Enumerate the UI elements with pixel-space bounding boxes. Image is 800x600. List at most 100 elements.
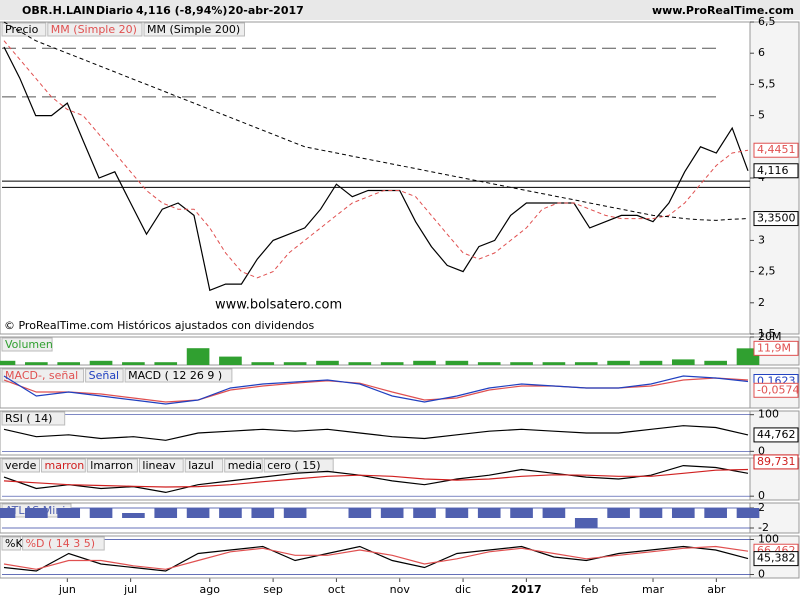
bar	[89, 508, 113, 518]
value-label: 4,4451	[757, 143, 796, 156]
value-label: 4,116	[757, 164, 789, 177]
value-marker	[753, 382, 799, 398]
bar	[445, 360, 469, 365]
legend-entry: %K	[5, 537, 23, 550]
bar	[0, 508, 16, 518]
period: Diario	[96, 4, 134, 17]
value-marker	[753, 163, 799, 179]
y-tick-label: 20M	[758, 330, 782, 343]
legend-box	[86, 458, 138, 473]
legend-box	[1, 337, 53, 352]
watermark: www.bolsatero.com	[215, 298, 342, 313]
value-label: 3,3500	[757, 212, 796, 225]
legend-entry: MM (Simple 20)	[51, 23, 137, 36]
legend-entry: lmarron	[90, 459, 133, 472]
legend-entry: MACD-, señal	[5, 369, 78, 382]
bar	[348, 362, 372, 365]
legend-entry: RSI ( 14)	[5, 412, 52, 425]
value-marker	[753, 211, 799, 227]
legend-entry: %D ( 14 3 5)	[26, 537, 96, 550]
legend-entry: media	[228, 459, 262, 472]
bar	[413, 508, 436, 518]
bar	[477, 508, 501, 518]
bar	[186, 508, 210, 518]
legend-entry: MM (Simple 200)	[147, 23, 240, 36]
bar	[89, 360, 113, 365]
x-tick-label: jun	[58, 583, 76, 596]
x-tick-label: oct	[328, 583, 346, 596]
x-tick-label: 2017	[511, 583, 542, 596]
legend-entry: Precio	[5, 23, 39, 36]
bar	[639, 508, 663, 518]
bar	[57, 362, 81, 365]
series-line	[3, 545, 749, 572]
x-tick-label: sep	[263, 583, 282, 596]
bar	[283, 362, 307, 365]
legend-entry: marron	[45, 459, 85, 472]
bar	[380, 508, 404, 518]
legend-box	[143, 22, 245, 37]
series-line	[3, 21, 749, 221]
header-bar	[0, 0, 800, 20]
legend-box	[263, 458, 334, 473]
legend-box	[41, 458, 86, 473]
value-label: 89,731	[757, 455, 796, 468]
footnote: © ProRealTime.com Históricos ajustados c…	[4, 319, 315, 332]
value-label: 44,762	[757, 428, 796, 441]
y-tick-label: 6,5	[758, 15, 776, 28]
bar	[154, 508, 178, 518]
bar	[445, 508, 469, 518]
bar	[542, 508, 566, 518]
bar	[219, 356, 242, 365]
legend-box	[1, 22, 47, 37]
bar	[219, 508, 242, 518]
series-line	[3, 46, 749, 292]
y-tick-label: 0	[758, 568, 765, 581]
legend-entry: lazul	[188, 459, 214, 472]
bar	[251, 508, 275, 518]
bar	[510, 508, 533, 518]
bar	[542, 362, 566, 365]
bar	[0, 360, 16, 365]
series-line	[3, 464, 749, 494]
y-tick-label: 2	[758, 501, 765, 514]
value-marker	[753, 454, 799, 470]
x-tick-label: mar	[642, 583, 664, 596]
bar	[574, 518, 598, 528]
x-tick-label: dic	[455, 583, 471, 596]
legend-entry: Volumen	[5, 338, 53, 351]
x-tick-label: ago	[200, 583, 221, 596]
x-tick-label: jul	[123, 583, 137, 596]
series-line	[3, 545, 749, 570]
symbol: OBR.H.LAIN	[22, 4, 95, 17]
bar	[639, 360, 663, 365]
bar	[607, 508, 630, 518]
bar	[736, 508, 760, 518]
legend-box	[47, 22, 143, 37]
bar	[607, 360, 630, 365]
bar	[122, 362, 145, 365]
bar	[574, 362, 598, 365]
legend-entry: cero ( 15)	[267, 459, 320, 472]
legend-entry: lineav	[142, 459, 176, 472]
bar	[154, 362, 178, 365]
series-line	[3, 468, 749, 488]
legend-box	[1, 368, 85, 383]
x-tick-label: abr	[707, 583, 726, 596]
legend-box	[1, 536, 22, 551]
legend-entry: Señal	[89, 369, 120, 382]
bar	[25, 508, 48, 518]
bar	[186, 348, 210, 365]
series-line	[3, 425, 749, 441]
value-marker	[753, 551, 799, 567]
y-tick-label: 2	[758, 296, 765, 309]
y-tick-label: 2,5	[758, 265, 776, 278]
bar	[57, 508, 81, 518]
bar	[477, 362, 501, 365]
bar	[413, 360, 436, 365]
y-tick-label: 3	[758, 233, 765, 246]
x-tick-label: nov	[390, 583, 411, 596]
bar	[704, 360, 727, 365]
value-marker	[753, 142, 799, 158]
